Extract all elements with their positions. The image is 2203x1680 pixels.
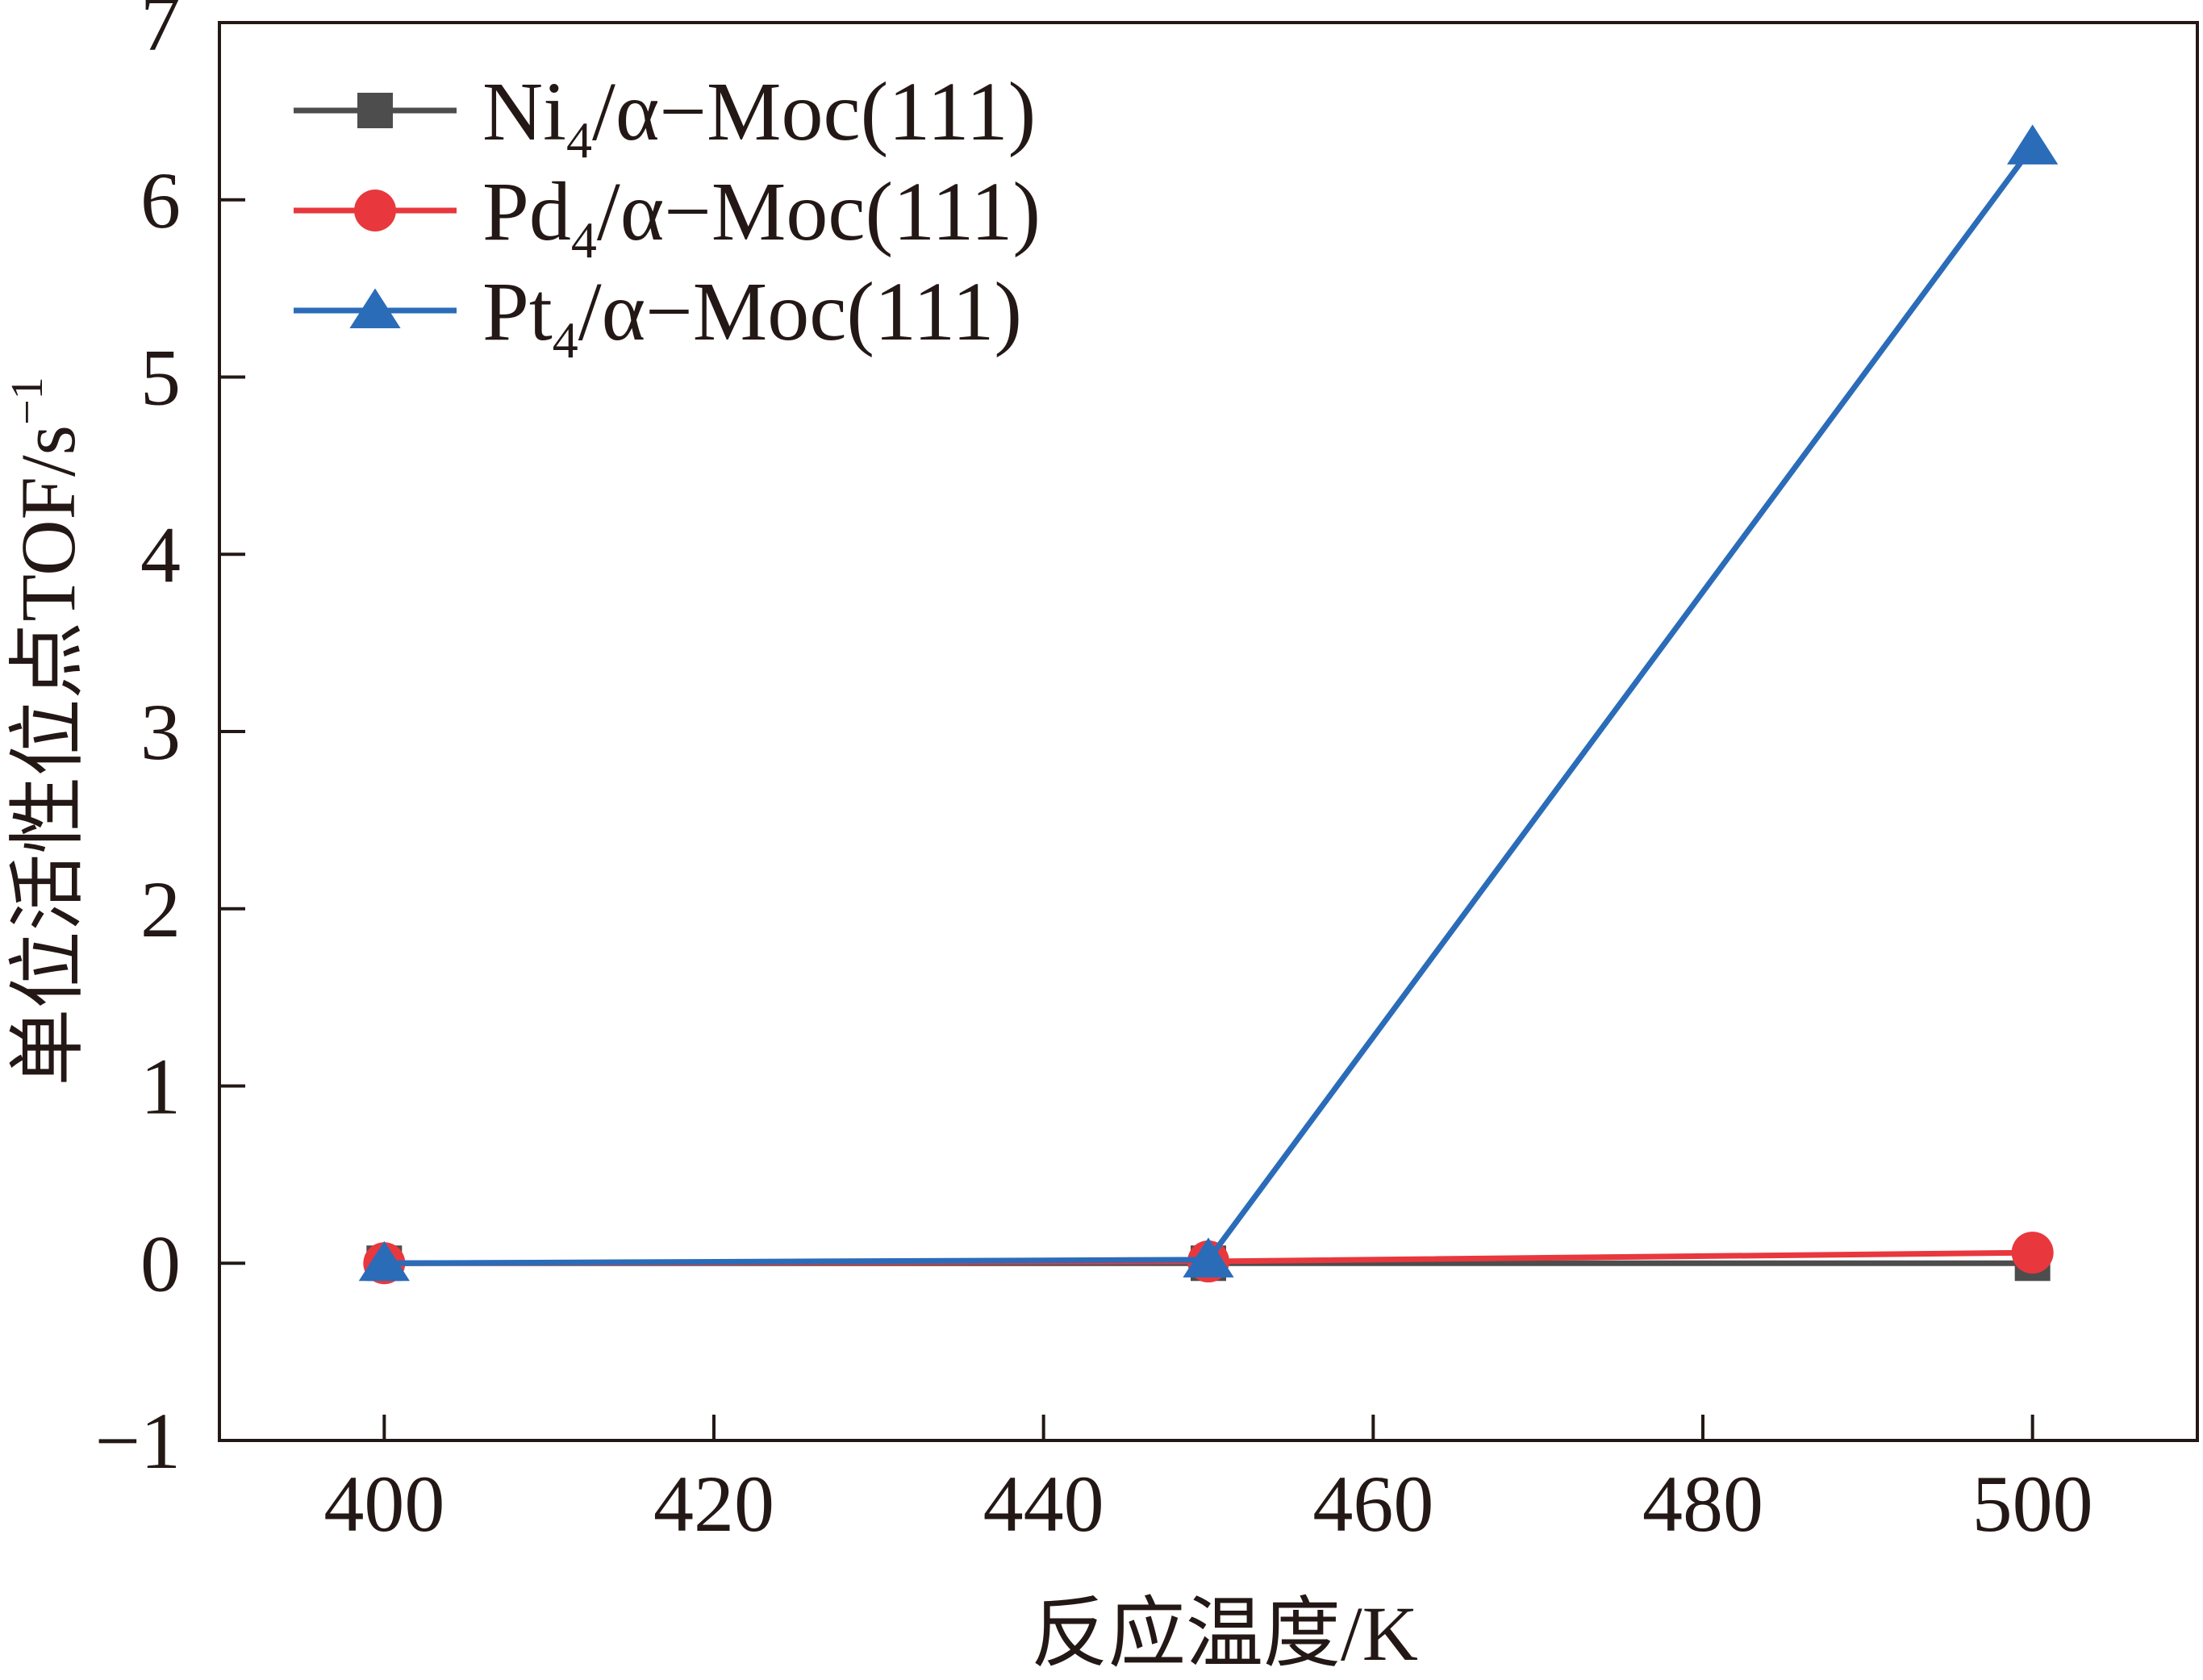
y-tick-label: 5	[140, 333, 181, 423]
legend-marker	[349, 288, 401, 328]
y-axis-title: 单位活性位点TOF/s−1	[2, 377, 91, 1086]
x-tick-label: 420	[653, 1459, 774, 1549]
legend-label: Pt4/α−Moc(111)	[482, 265, 1022, 369]
legend-item-pd: Pd4/α−Moc(111)	[294, 165, 1041, 269]
legend-marker	[354, 190, 396, 231]
plot-frame	[218, 21, 2199, 1442]
x-axis-ticks: 400 420 440 460 480 500	[323, 1415, 2093, 1549]
y-tick-label: 3	[140, 687, 181, 777]
x-axis-title: 反应温度/K	[1031, 1590, 1418, 1677]
legend-marker	[357, 93, 393, 128]
legend-label: Pd4/α−Moc(111)	[482, 165, 1041, 269]
x-tick-label: 500	[1972, 1459, 2093, 1549]
y-tick-label: 1	[140, 1042, 181, 1132]
y-tick-label: 7	[140, 0, 181, 68]
y-tick-label: 2	[140, 865, 181, 954]
data-point-circle	[2011, 1232, 2054, 1274]
y-axis-ticks: −1 0 1 2 3 4 5 6 7	[95, 0, 245, 1486]
series-layer	[358, 124, 2059, 1285]
x-tick-label: 440	[983, 1459, 1104, 1549]
data-point-triangle	[1183, 1237, 1234, 1278]
data-point-triangle	[358, 1240, 410, 1282]
series-pt	[358, 124, 2059, 1282]
y-tick-label: 6	[140, 156, 181, 245]
x-tick-label: 400	[323, 1459, 444, 1549]
y-tick-label: −1	[95, 1396, 181, 1486]
legend: Ni4/α−Moc(111)Pd4/α−Moc(111)Pt4/α−Moc(11…	[294, 65, 1041, 369]
data-point-triangle	[2007, 124, 2059, 165]
legend-item-pt: Pt4/α−Moc(111)	[294, 265, 1022, 369]
y-tick-label: 4	[140, 510, 181, 599]
x-tick-label: 480	[1642, 1459, 1763, 1549]
y-axis-title-main: 单位活性位点TOF/s	[5, 425, 91, 1086]
legend-item-ni: Ni4/α−Moc(111)	[294, 65, 1036, 169]
x-tick-label: 460	[1312, 1459, 1433, 1549]
y-axis-title-superscript: −1	[2, 377, 52, 425]
legend-label: Ni4/α−Moc(111)	[482, 65, 1036, 169]
y-tick-label: 0	[140, 1219, 181, 1308]
